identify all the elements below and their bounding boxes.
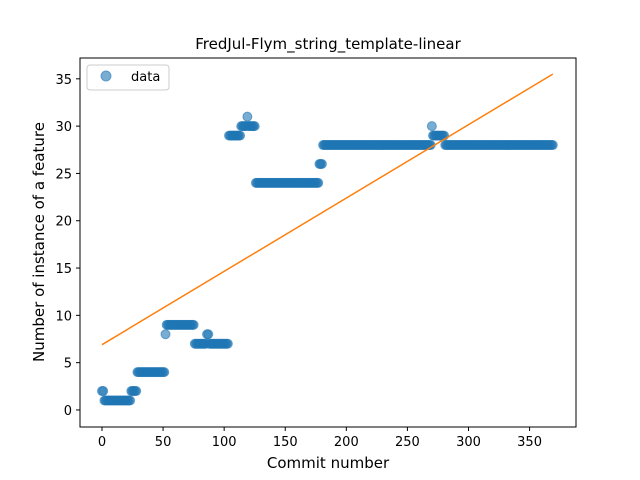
x-tick-label: 0	[98, 435, 106, 450]
data-point	[235, 130, 246, 141]
data-point	[159, 367, 170, 378]
y-tick-label: 10	[55, 309, 72, 324]
data-point	[203, 329, 214, 340]
y-tick-label: 5	[64, 357, 72, 372]
y-tick-label: 35	[55, 73, 72, 88]
data-point	[125, 395, 136, 406]
chart-title: FredJul-Flym_string_template-linear	[195, 35, 461, 54]
y-tick-label: 30	[55, 120, 72, 135]
data-point	[131, 386, 142, 397]
y-tick-label: 0	[64, 404, 72, 419]
x-tick-label: 50	[155, 435, 172, 450]
plot-area	[96, 73, 558, 406]
y-tick-label: 20	[55, 215, 72, 230]
data-point	[98, 386, 109, 397]
x-tick-label: 350	[517, 435, 542, 450]
y-axis-label: Number of instance of a feature	[30, 122, 48, 362]
x-tick-label: 150	[273, 435, 298, 450]
data-point	[313, 177, 324, 188]
x-tick-label: 200	[334, 435, 359, 450]
legend-label-data: data	[131, 70, 160, 85]
data-point	[249, 121, 260, 132]
legend: data	[86, 64, 170, 91]
legend-marker	[100, 70, 112, 82]
data-point	[188, 319, 199, 330]
axes-frame	[79, 57, 577, 428]
data-point	[160, 329, 171, 340]
data-point	[316, 158, 327, 169]
x-axis: 0 50 100 150 200 250 300 350	[98, 427, 542, 450]
y-tick-label: 25	[55, 167, 72, 182]
data-point	[242, 111, 253, 122]
data-point	[222, 338, 233, 349]
y-axis: 0 5 10 15 20 25 30 35	[55, 73, 80, 419]
x-axis-label: Commit number	[267, 454, 390, 472]
fit-line	[101, 73, 554, 346]
data-point	[426, 121, 437, 132]
data-point	[547, 140, 558, 151]
x-tick-label: 250	[395, 435, 420, 450]
x-tick-label: 100	[212, 435, 237, 450]
y-tick-label: 15	[55, 262, 72, 277]
x-tick-label: 300	[456, 435, 481, 450]
